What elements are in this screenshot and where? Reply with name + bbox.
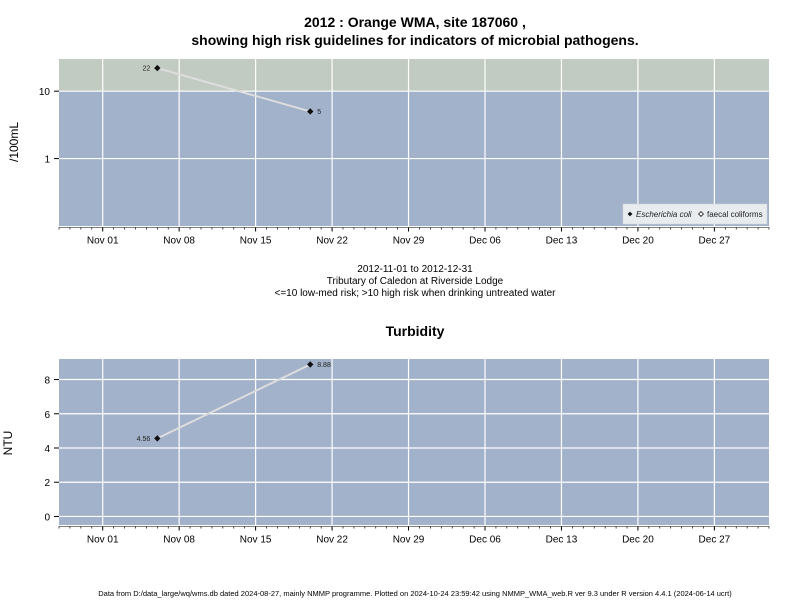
y-tick-label: 6 [44,410,50,421]
series-line [157,67,311,113]
x-tick-label: Dec 13 [546,236,578,247]
chart-title-line-1: 2012 : Orange WMA, site 187060 , [304,14,526,30]
x-tick-label: Nov 01 [87,535,119,546]
caption-risk-note: <=10 low-med risk; >10 high risk when dr… [274,288,556,299]
x-tick-label: Nov 22 [316,236,348,247]
x-tick-label: Dec 06 [469,236,501,247]
legend-marker [627,211,633,217]
data-label: 8.88 [317,362,331,369]
y-tick-label: 0 [44,512,50,523]
turbidity-title: Turbidity [385,323,445,339]
y-tick-label: 1 [44,155,50,166]
legend-label: Escherichia coli [636,210,692,219]
x-tick-label: Nov 15 [240,236,272,247]
y-tick-label: 2 [44,478,50,489]
data-point [307,361,314,368]
legend-label: faecal coliforms [707,210,763,219]
y-tick-label: 8 [44,376,50,387]
footer-note: Data from D:/data_large/wq/wms.db dated … [98,589,732,598]
x-tick-label: Dec 13 [546,535,578,546]
data-point [307,108,314,115]
x-tick-label: Dec 20 [622,236,654,247]
x-tick-label: Nov 01 [87,236,119,247]
x-tick-label: Dec 27 [699,236,731,247]
x-tick-label: Dec 20 [622,535,654,546]
data-label: 4.56 [137,436,151,443]
series-line [156,363,311,440]
y-tick-label: 10 [39,87,51,98]
x-tick-label: Dec 27 [699,535,731,546]
data-label: 22 [143,66,151,73]
x-tick-label: Nov 29 [393,535,425,546]
caption-site-description: Tributary of Caledon at Riverside Lodge [326,276,504,287]
y-tick-label: 4 [44,444,50,455]
microbial-chart: 1 10 Nov 01 Nov 08 Nov 15 Nov 22 Nov 29 Dec 06 D… [39,59,770,247]
high-risk-band [59,59,769,92]
plot-panel [59,359,769,525]
legend-marker [698,211,704,217]
chart-title-line-2: showing high risk guidelines for indicat… [191,32,639,48]
x-tick-label: Nov 22 [316,535,348,546]
data-point [154,435,161,442]
caption-date-range: 2012-11-01 to 2012-12-31 [357,264,473,275]
data-label: 5 [317,109,321,116]
x-tick-label: Nov 15 [240,535,272,546]
legend-box [622,203,768,225]
x-tick-label: Nov 08 [163,535,195,546]
x-tick-label: Nov 08 [163,236,195,247]
x-tick-label: Nov 29 [393,236,425,247]
data-point [154,64,161,72]
x-tick-label: Dec 06 [469,535,501,546]
